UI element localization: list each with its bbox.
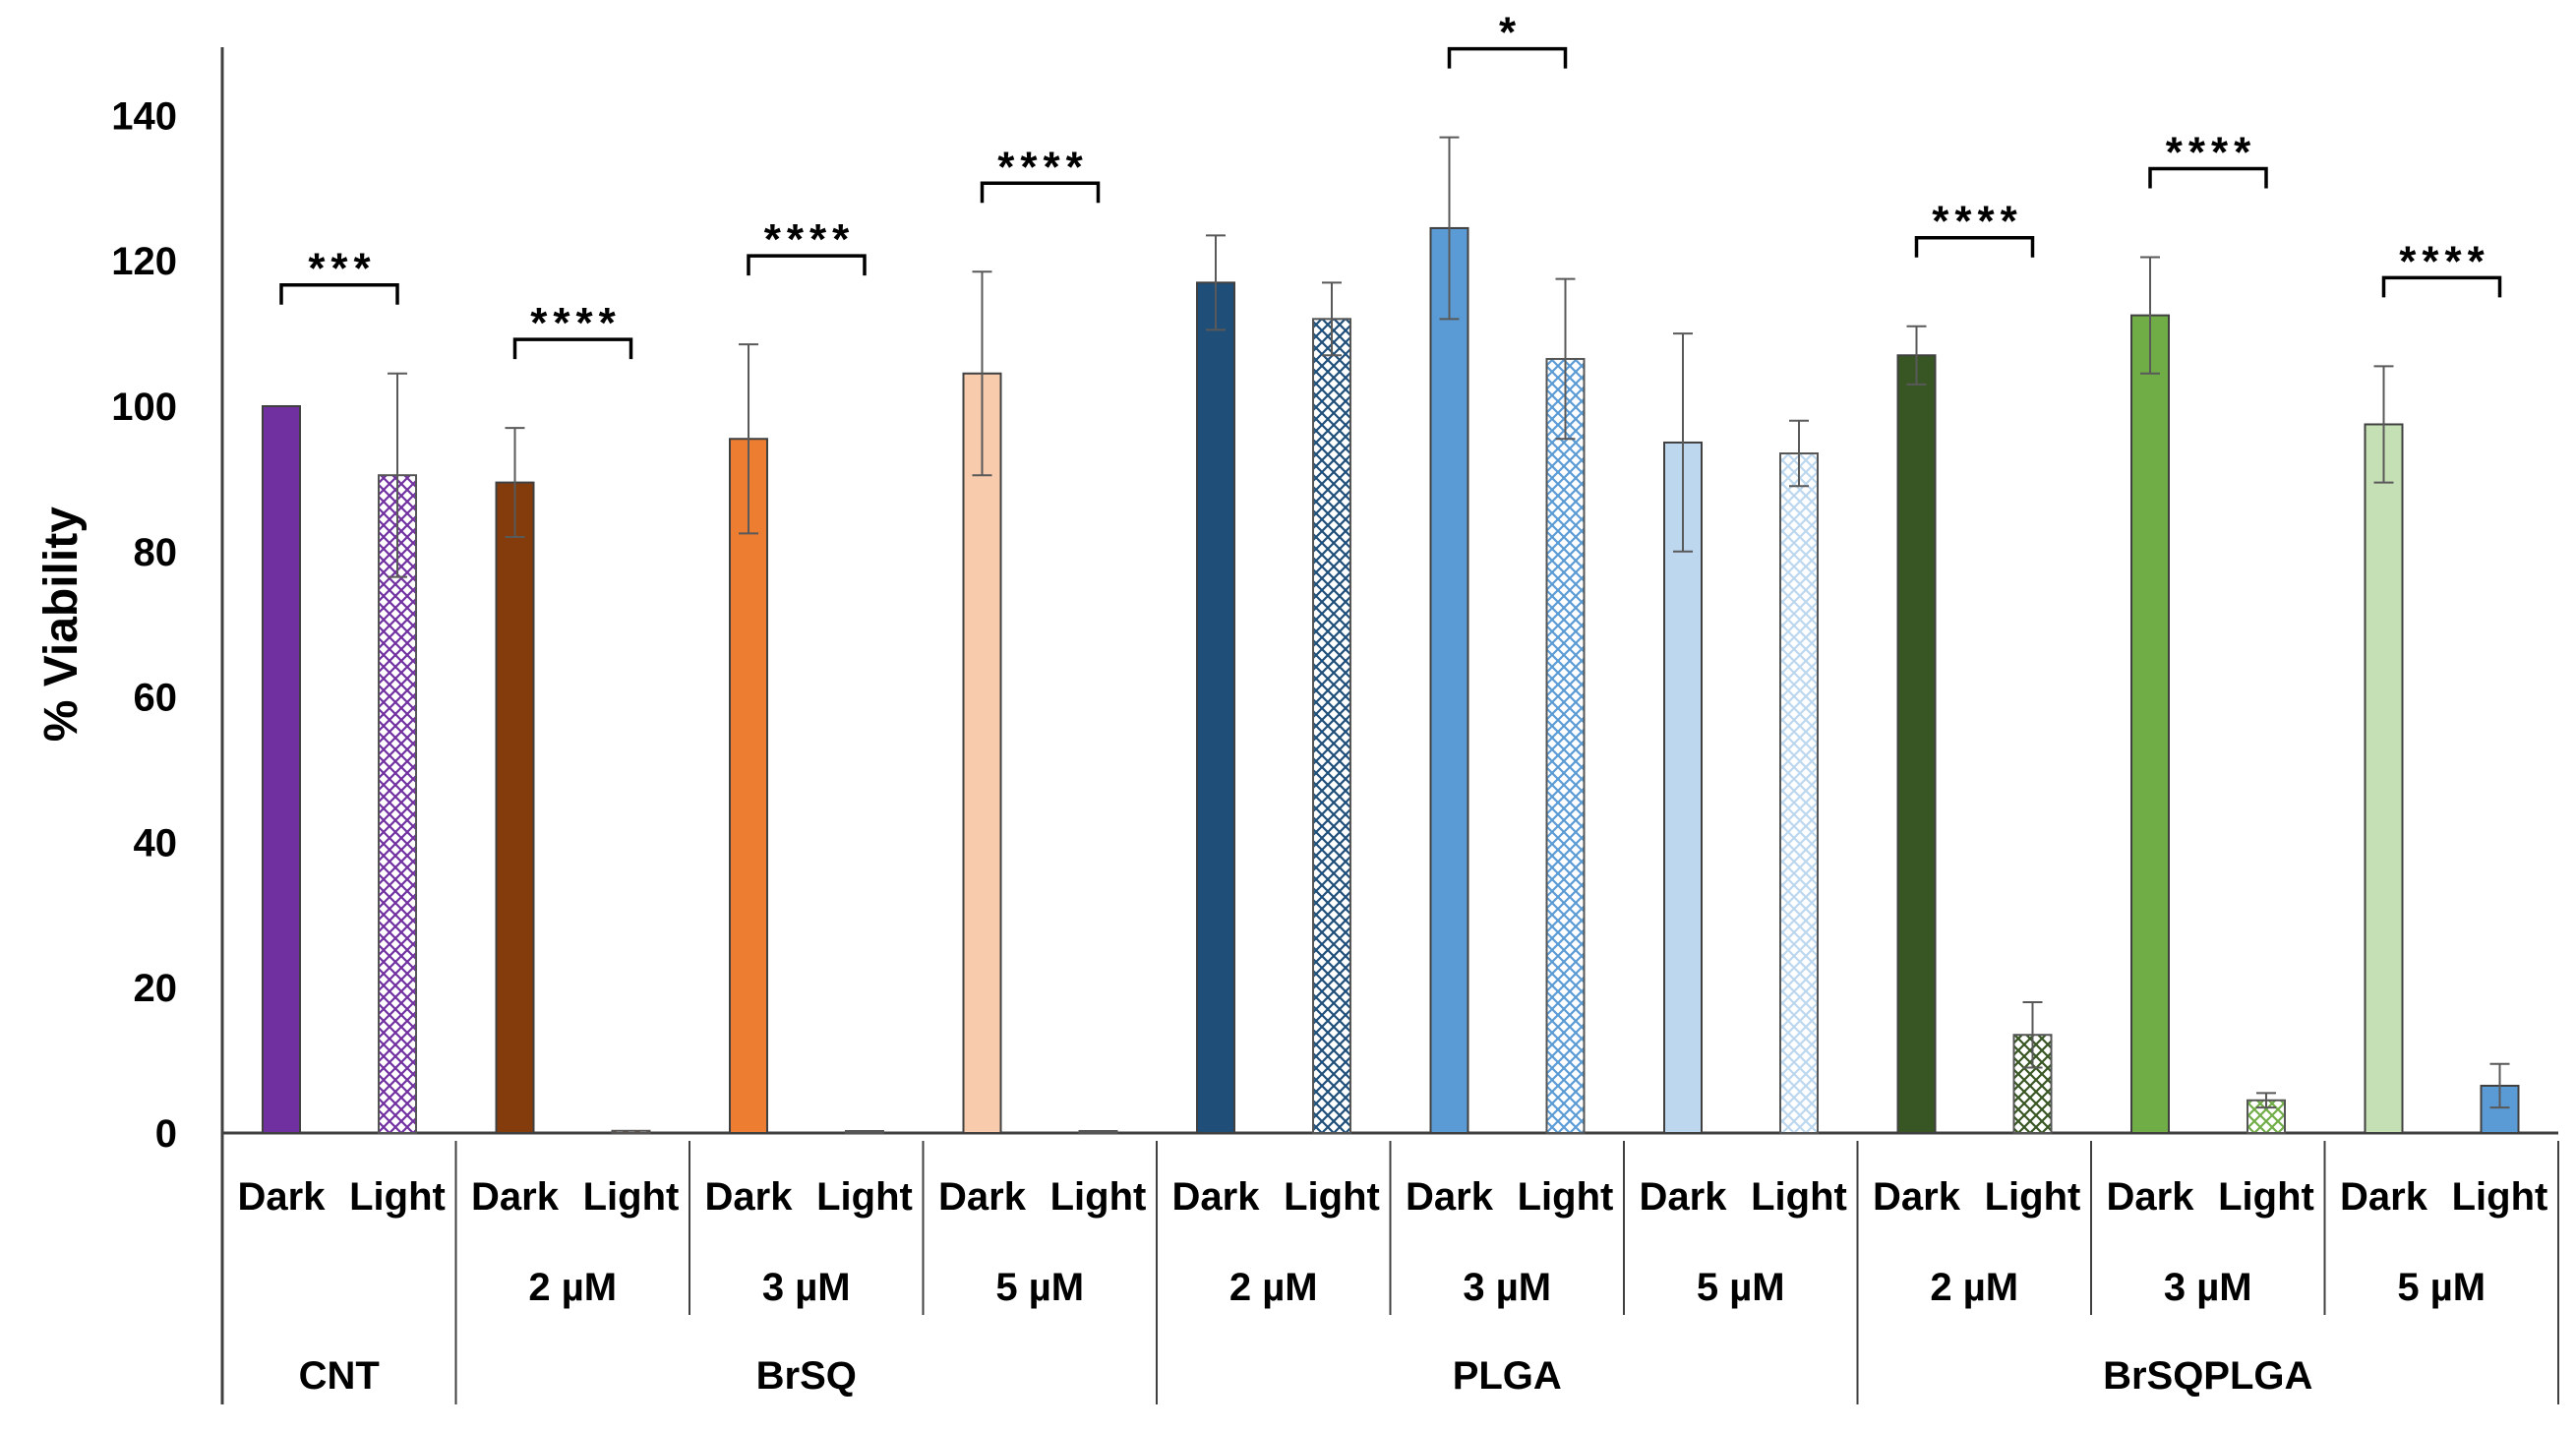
bar-plga-5µM-light <box>1779 452 1819 1135</box>
bar-plga-2µM-dark <box>1196 281 1235 1134</box>
condition-label: Dark <box>1406 1175 1494 1219</box>
condition-label: Dark <box>1172 1175 1261 1219</box>
concentration-label: 2 µM <box>528 1266 617 1309</box>
concentration-label: 5 µM <box>1697 1266 1785 1309</box>
bar-plga-5µM-dark <box>1663 441 1703 1134</box>
y-tick-label: 140 <box>111 94 177 138</box>
significance-stars: **** <box>2166 129 2257 177</box>
condition-label: Light <box>349 1175 446 1219</box>
bar-brsq-2µM-light <box>611 1129 651 1134</box>
concentration-label: 3 µM <box>762 1266 851 1309</box>
condition-label: Dark <box>471 1175 560 1219</box>
significance-bracket <box>2148 166 2268 189</box>
bar-brsq-5µM-dark <box>962 372 1002 1134</box>
bar-brsqplga-2µM-dark <box>1896 354 1937 1134</box>
concentration-label: 5 µM <box>995 1266 1084 1309</box>
significance-stars: **** <box>997 143 1089 191</box>
bar-brsq-5µM-light <box>1078 1130 1118 1134</box>
condition-label: Light <box>2218 1175 2314 1219</box>
significance-bracket <box>747 254 867 276</box>
significance-markers: **************************** <box>279 9 2502 360</box>
bar-brsqplga-5µM-dark <box>2364 423 2404 1135</box>
y-tick-label: 80 <box>134 531 178 574</box>
y-tick-label: 0 <box>155 1112 177 1156</box>
condition-label: Dark <box>1873 1175 1961 1219</box>
condition-label: Light <box>1284 1175 1380 1219</box>
bar-cnt-cnt-light <box>378 474 417 1134</box>
y-tick-label: 40 <box>134 821 178 865</box>
bar-brsq-3µM-dark <box>729 438 768 1134</box>
significance-bracket <box>279 282 399 305</box>
significance-stars: *** <box>308 245 376 293</box>
significance-stars: **** <box>2399 237 2490 285</box>
significance-bracket <box>512 337 633 360</box>
y-tick-label: 20 <box>134 967 178 1010</box>
bar-plga-2µM-light <box>1312 318 1351 1134</box>
bar-cnt-cnt-dark <box>262 405 301 1134</box>
condition-label: Dark <box>705 1175 794 1219</box>
bar-brsq-3µM-light <box>845 1130 884 1134</box>
bar-brsq-2µM-dark <box>495 481 535 1135</box>
condition-label: Light <box>1518 1175 1614 1219</box>
condition-label: Light <box>1050 1175 1147 1219</box>
concentration-label: 2 µM <box>1229 1266 1318 1309</box>
significance-bracket <box>980 181 1101 204</box>
condition-label: Light <box>816 1175 913 1219</box>
group-label: BrSQ <box>756 1354 857 1398</box>
concentration-label: 2 µM <box>1930 1266 2018 1309</box>
significance-stars: * <box>1499 9 1522 57</box>
y-axis-title: % Viability <box>35 507 88 743</box>
bars <box>262 136 2520 1135</box>
bar-plga-3µM-dark <box>1429 226 1469 1134</box>
condition-label: Dark <box>1640 1175 1728 1219</box>
significance-stars: **** <box>1932 198 2023 246</box>
concentration-label: 5 µM <box>2397 1266 2486 1309</box>
significance-bracket <box>1914 235 2035 258</box>
category-labels: Dark Light CNT Dark Light 2 µM Dark Light 3 µM Da… <box>238 1175 2548 1398</box>
condition-label: Light <box>2452 1175 2548 1219</box>
significance-stars: **** <box>530 299 622 347</box>
condition-label: Dark <box>238 1175 327 1219</box>
significance-bracket <box>2381 275 2502 298</box>
concentration-label: 3 µM <box>1463 1266 1551 1309</box>
condition-label: Dark <box>938 1175 1027 1219</box>
bar-plga-3µM-light <box>1545 357 1586 1134</box>
significance-bracket <box>1447 46 1568 69</box>
group-label: BrSQPLGA <box>2103 1354 2312 1398</box>
y-tick-label: 60 <box>134 677 178 720</box>
y-tick-label: 100 <box>111 386 177 429</box>
condition-label: Dark <box>2107 1175 2195 1219</box>
condition-label: Light <box>1985 1175 2081 1219</box>
condition-label: Dark <box>2340 1175 2428 1219</box>
y-tick-label: 120 <box>111 240 177 283</box>
condition-label: Light <box>583 1175 680 1219</box>
concentration-label: 3 µM <box>2164 1266 2252 1309</box>
significance-stars: **** <box>764 215 856 264</box>
condition-label: Light <box>1751 1175 1847 1219</box>
group-label: PLGA <box>1453 1354 1562 1398</box>
group-label: CNT <box>299 1354 380 1398</box>
bar-brsqplga-3µM-dark <box>2130 314 2170 1134</box>
